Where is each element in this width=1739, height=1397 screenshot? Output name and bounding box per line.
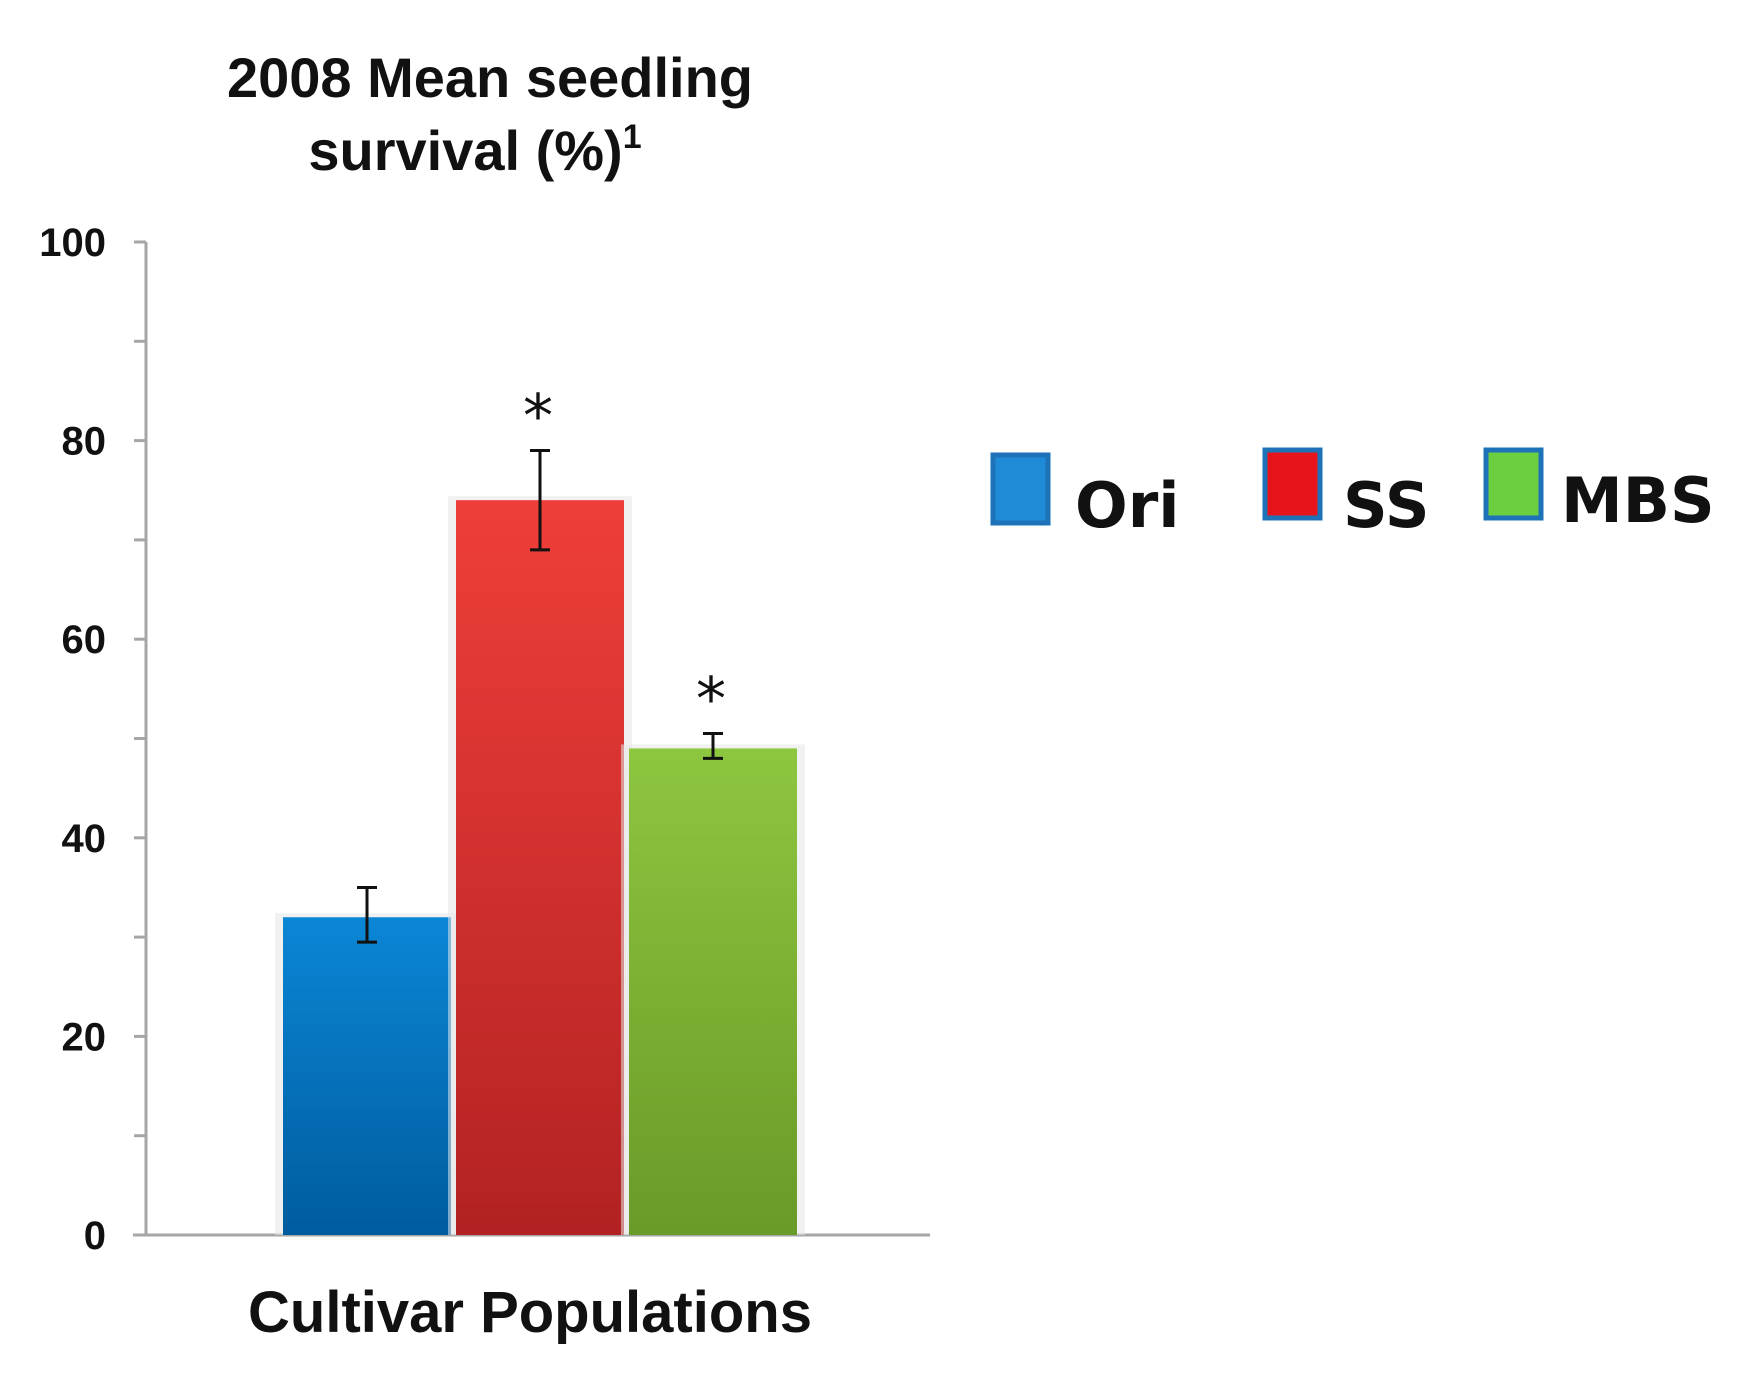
chart-title-line2: survival (%)1: [308, 118, 641, 182]
legend-swatch-ss: [1262, 447, 1323, 521]
x-axis-label: Cultivar Populations: [248, 1280, 812, 1345]
y-tick-label: 100: [39, 221, 106, 265]
y-tick-label: 80: [62, 420, 107, 464]
y-tick-label: 40: [62, 817, 107, 861]
legend-swatch-ori: [990, 452, 1051, 526]
y-tick-label: 60: [62, 618, 107, 662]
legend-label-ss: SS: [1343, 469, 1430, 542]
chart-title-superscript: 1: [623, 118, 642, 156]
legend: Ori SS MBS: [990, 447, 1715, 542]
bar-group: [275, 496, 805, 1235]
bar-mbs: [629, 748, 797, 1235]
chart-title-line1: 2008 Mean seedling: [227, 46, 753, 109]
chart-title-line2-text: survival (%): [308, 119, 622, 182]
legend-label-ori: Ori: [1075, 469, 1180, 542]
y-tick-label: 20: [62, 1015, 107, 1059]
legend-label-mbs: MBS: [1561, 464, 1715, 537]
y-tick-label: 0: [84, 1214, 106, 1258]
significance-star-mbs: *: [696, 665, 726, 735]
y-axis-ticks: 0 20 40 60 80 100: [39, 221, 146, 1258]
significance-star-ss: *: [523, 382, 553, 452]
legend-swatch-mbs: [1483, 447, 1544, 521]
significance-marker-group: **: [523, 382, 726, 735]
bar-ss: [456, 500, 624, 1235]
error-bar-group: [357, 449, 723, 944]
bar-ori: [283, 917, 451, 1235]
